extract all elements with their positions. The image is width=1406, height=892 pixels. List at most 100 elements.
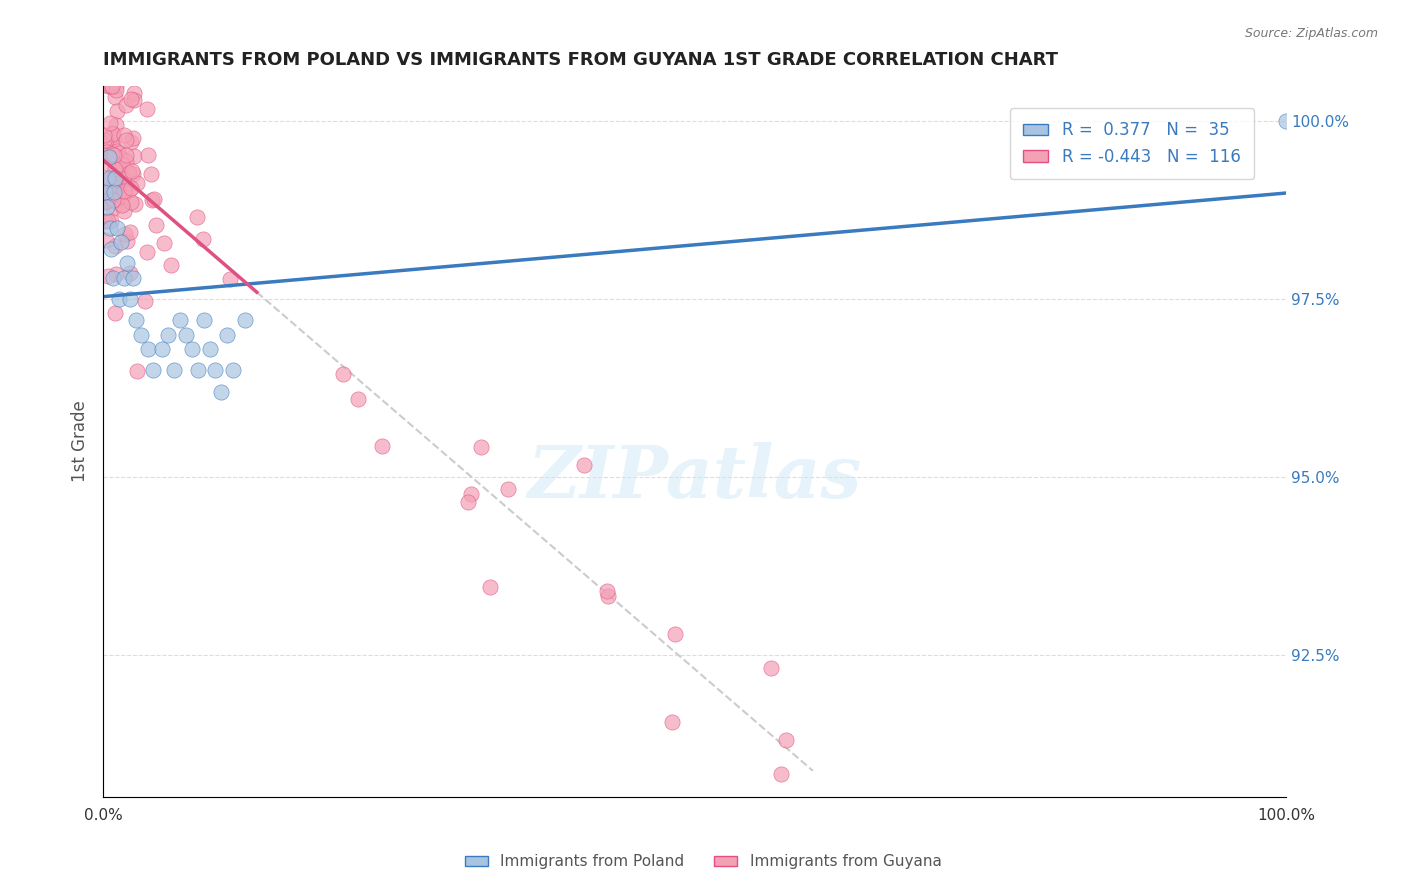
- Legend: Immigrants from Poland, Immigrants from Guyana: Immigrants from Poland, Immigrants from …: [458, 848, 948, 875]
- Immigrants from Guyana: [114, 186, 136, 200]
- Immigrants from Guyana: [219, 271, 242, 285]
- Immigrants from Guyana: [104, 238, 127, 252]
- Immigrants from Poland: [198, 342, 221, 356]
- Immigrants from Guyana: [93, 135, 115, 149]
- Immigrants from Guyana: [759, 661, 782, 675]
- Immigrants from Guyana: [118, 225, 141, 239]
- Immigrants from Poland: [209, 384, 232, 399]
- Immigrants from Guyana: [104, 173, 127, 187]
- Text: ZIPatlas: ZIPatlas: [527, 442, 862, 513]
- Immigrants from Poland: [94, 186, 117, 200]
- Immigrants from Guyana: [105, 78, 128, 93]
- Immigrants from Guyana: [96, 148, 118, 162]
- Immigrants from Guyana: [160, 258, 183, 272]
- Immigrants from Guyana: [120, 92, 142, 106]
- Immigrants from Guyana: [112, 184, 135, 198]
- Immigrants from Guyana: [101, 201, 124, 215]
- Immigrants from Guyana: [111, 189, 134, 203]
- Immigrants from Poland: [142, 363, 165, 377]
- Immigrants from Guyana: [664, 626, 686, 640]
- Immigrants from Guyana: [108, 176, 131, 190]
- Immigrants from Guyana: [103, 148, 125, 162]
- Immigrants from Guyana: [114, 227, 136, 242]
- Immigrants from Poland: [217, 327, 239, 342]
- Immigrants from Guyana: [108, 157, 131, 171]
- Immigrants from Guyana: [98, 187, 121, 202]
- Immigrants from Guyana: [100, 214, 122, 228]
- Immigrants from Poland: [107, 292, 129, 306]
- Immigrants from Guyana: [115, 98, 138, 112]
- Immigrants from Guyana: [136, 147, 159, 161]
- Immigrants from Guyana: [94, 194, 117, 209]
- Immigrants from Poland: [105, 220, 128, 235]
- Immigrants from Guyana: [145, 218, 167, 232]
- Immigrants from Poland: [157, 327, 180, 342]
- Immigrants from Guyana: [479, 580, 502, 594]
- Immigrants from Guyana: [120, 182, 142, 196]
- Immigrants from Guyana: [108, 145, 131, 160]
- Immigrants from Guyana: [114, 203, 136, 218]
- Immigrants from Guyana: [596, 590, 619, 604]
- Immigrants from Guyana: [103, 132, 125, 146]
- Immigrants from Guyana: [96, 145, 118, 160]
- Immigrants from Poland: [98, 150, 121, 164]
- Y-axis label: 1st Grade: 1st Grade: [72, 401, 89, 483]
- Immigrants from Poland: [187, 363, 209, 377]
- Immigrants from Guyana: [139, 167, 162, 181]
- Immigrants from Guyana: [93, 128, 115, 143]
- Immigrants from Guyana: [122, 86, 145, 100]
- Immigrants from Poland: [163, 363, 186, 377]
- Immigrants from Guyana: [121, 164, 143, 178]
- Immigrants from Guyana: [496, 483, 519, 497]
- Immigrants from Guyana: [110, 197, 132, 211]
- Immigrants from Guyana: [115, 133, 138, 147]
- Immigrants from Poland: [193, 313, 215, 327]
- Immigrants from Guyana: [98, 78, 121, 93]
- Immigrants from Guyana: [100, 78, 122, 93]
- Immigrants from Guyana: [94, 214, 117, 228]
- Immigrants from Poland: [98, 220, 121, 235]
- Immigrants from Guyana: [94, 194, 117, 208]
- Immigrants from Poland: [115, 256, 138, 270]
- Immigrants from Guyana: [101, 78, 124, 93]
- Immigrants from Guyana: [104, 83, 127, 97]
- Immigrants from Guyana: [347, 392, 370, 406]
- Immigrants from Guyana: [105, 119, 128, 133]
- Immigrants from Poland: [121, 270, 143, 285]
- Immigrants from Guyana: [93, 133, 115, 147]
- Immigrants from Guyana: [98, 171, 121, 186]
- Immigrants from Guyana: [122, 93, 145, 107]
- Immigrants from Guyana: [141, 193, 163, 207]
- Immigrants from Guyana: [101, 193, 124, 207]
- Immigrants from Guyana: [104, 162, 127, 177]
- Immigrants from Guyana: [96, 233, 118, 247]
- Immigrants from Poland: [103, 186, 125, 200]
- Immigrants from Poland: [100, 242, 122, 256]
- Immigrants from Guyana: [101, 127, 124, 141]
- Immigrants from Guyana: [770, 767, 793, 781]
- Immigrants from Guyana: [332, 367, 354, 381]
- Immigrants from Guyana: [572, 458, 595, 473]
- Text: IMMIGRANTS FROM POLAND VS IMMIGRANTS FROM GUYANA 1ST GRADE CORRELATION CHART: IMMIGRANTS FROM POLAND VS IMMIGRANTS FRO…: [103, 51, 1059, 69]
- Immigrants from Poland: [97, 171, 120, 186]
- Immigrants from Poland: [1275, 114, 1298, 128]
- Immigrants from Guyana: [193, 232, 215, 246]
- Immigrants from Guyana: [371, 439, 394, 453]
- Immigrants from Poland: [204, 363, 226, 377]
- Immigrants from Guyana: [111, 198, 134, 212]
- Immigrants from Guyana: [661, 715, 683, 730]
- Legend: R =  0.377   N =  35, R = -0.443   N =  116: R = 0.377 N = 35, R = -0.443 N = 116: [1010, 108, 1254, 179]
- Immigrants from Guyana: [114, 153, 136, 168]
- Immigrants from Guyana: [120, 181, 142, 195]
- Immigrants from Guyana: [115, 234, 138, 248]
- Immigrants from Guyana: [127, 364, 149, 378]
- Immigrants from Guyana: [101, 78, 124, 93]
- Immigrants from Guyana: [101, 129, 124, 144]
- Immigrants from Poland: [101, 270, 124, 285]
- Immigrants from Guyana: [103, 179, 125, 194]
- Immigrants from Guyana: [98, 156, 121, 170]
- Immigrants from Guyana: [104, 89, 127, 103]
- Immigrants from Guyana: [112, 128, 135, 143]
- Immigrants from Guyana: [135, 244, 157, 259]
- Immigrants from Guyana: [143, 192, 166, 206]
